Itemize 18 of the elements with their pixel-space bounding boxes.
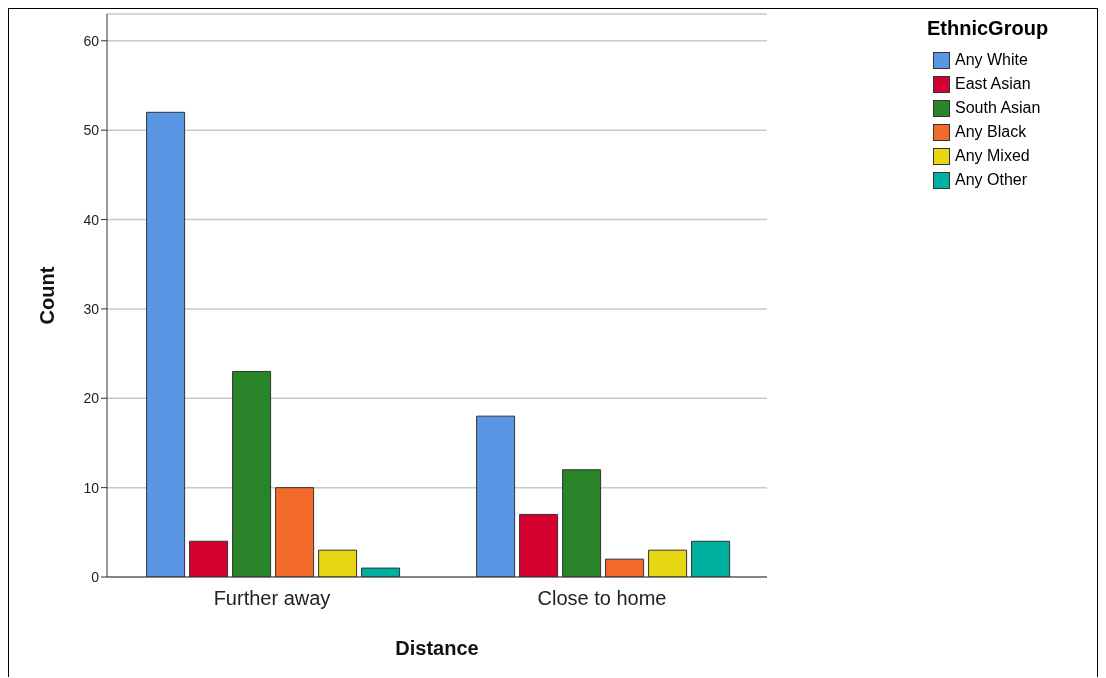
y-tick-label: 0 xyxy=(91,568,100,585)
x-tick-label: Close to home xyxy=(537,587,667,610)
y-axis-title: Count xyxy=(36,266,59,325)
legend-label: South Asian xyxy=(955,99,1041,117)
legend-label: East Asian xyxy=(955,75,1031,93)
legend-label: Any Mixed xyxy=(955,147,1030,165)
x-axis-title: Distance xyxy=(395,637,479,659)
y-tick-label: 40 xyxy=(83,211,100,228)
legend-label: Any Other xyxy=(955,171,1028,189)
y-tick-label: 30 xyxy=(83,300,100,317)
y-tick-label: 10 xyxy=(83,479,100,496)
legend-label: Any White xyxy=(955,51,1028,69)
legend-label: Any Black xyxy=(955,123,1027,141)
y-tick-label: 60 xyxy=(83,32,100,49)
y-tick-label: 50 xyxy=(83,122,100,139)
x-tick-label: Further away xyxy=(213,587,331,610)
y-tick-label: 20 xyxy=(83,390,100,407)
legend-title: EthnicGroup xyxy=(927,17,1050,40)
